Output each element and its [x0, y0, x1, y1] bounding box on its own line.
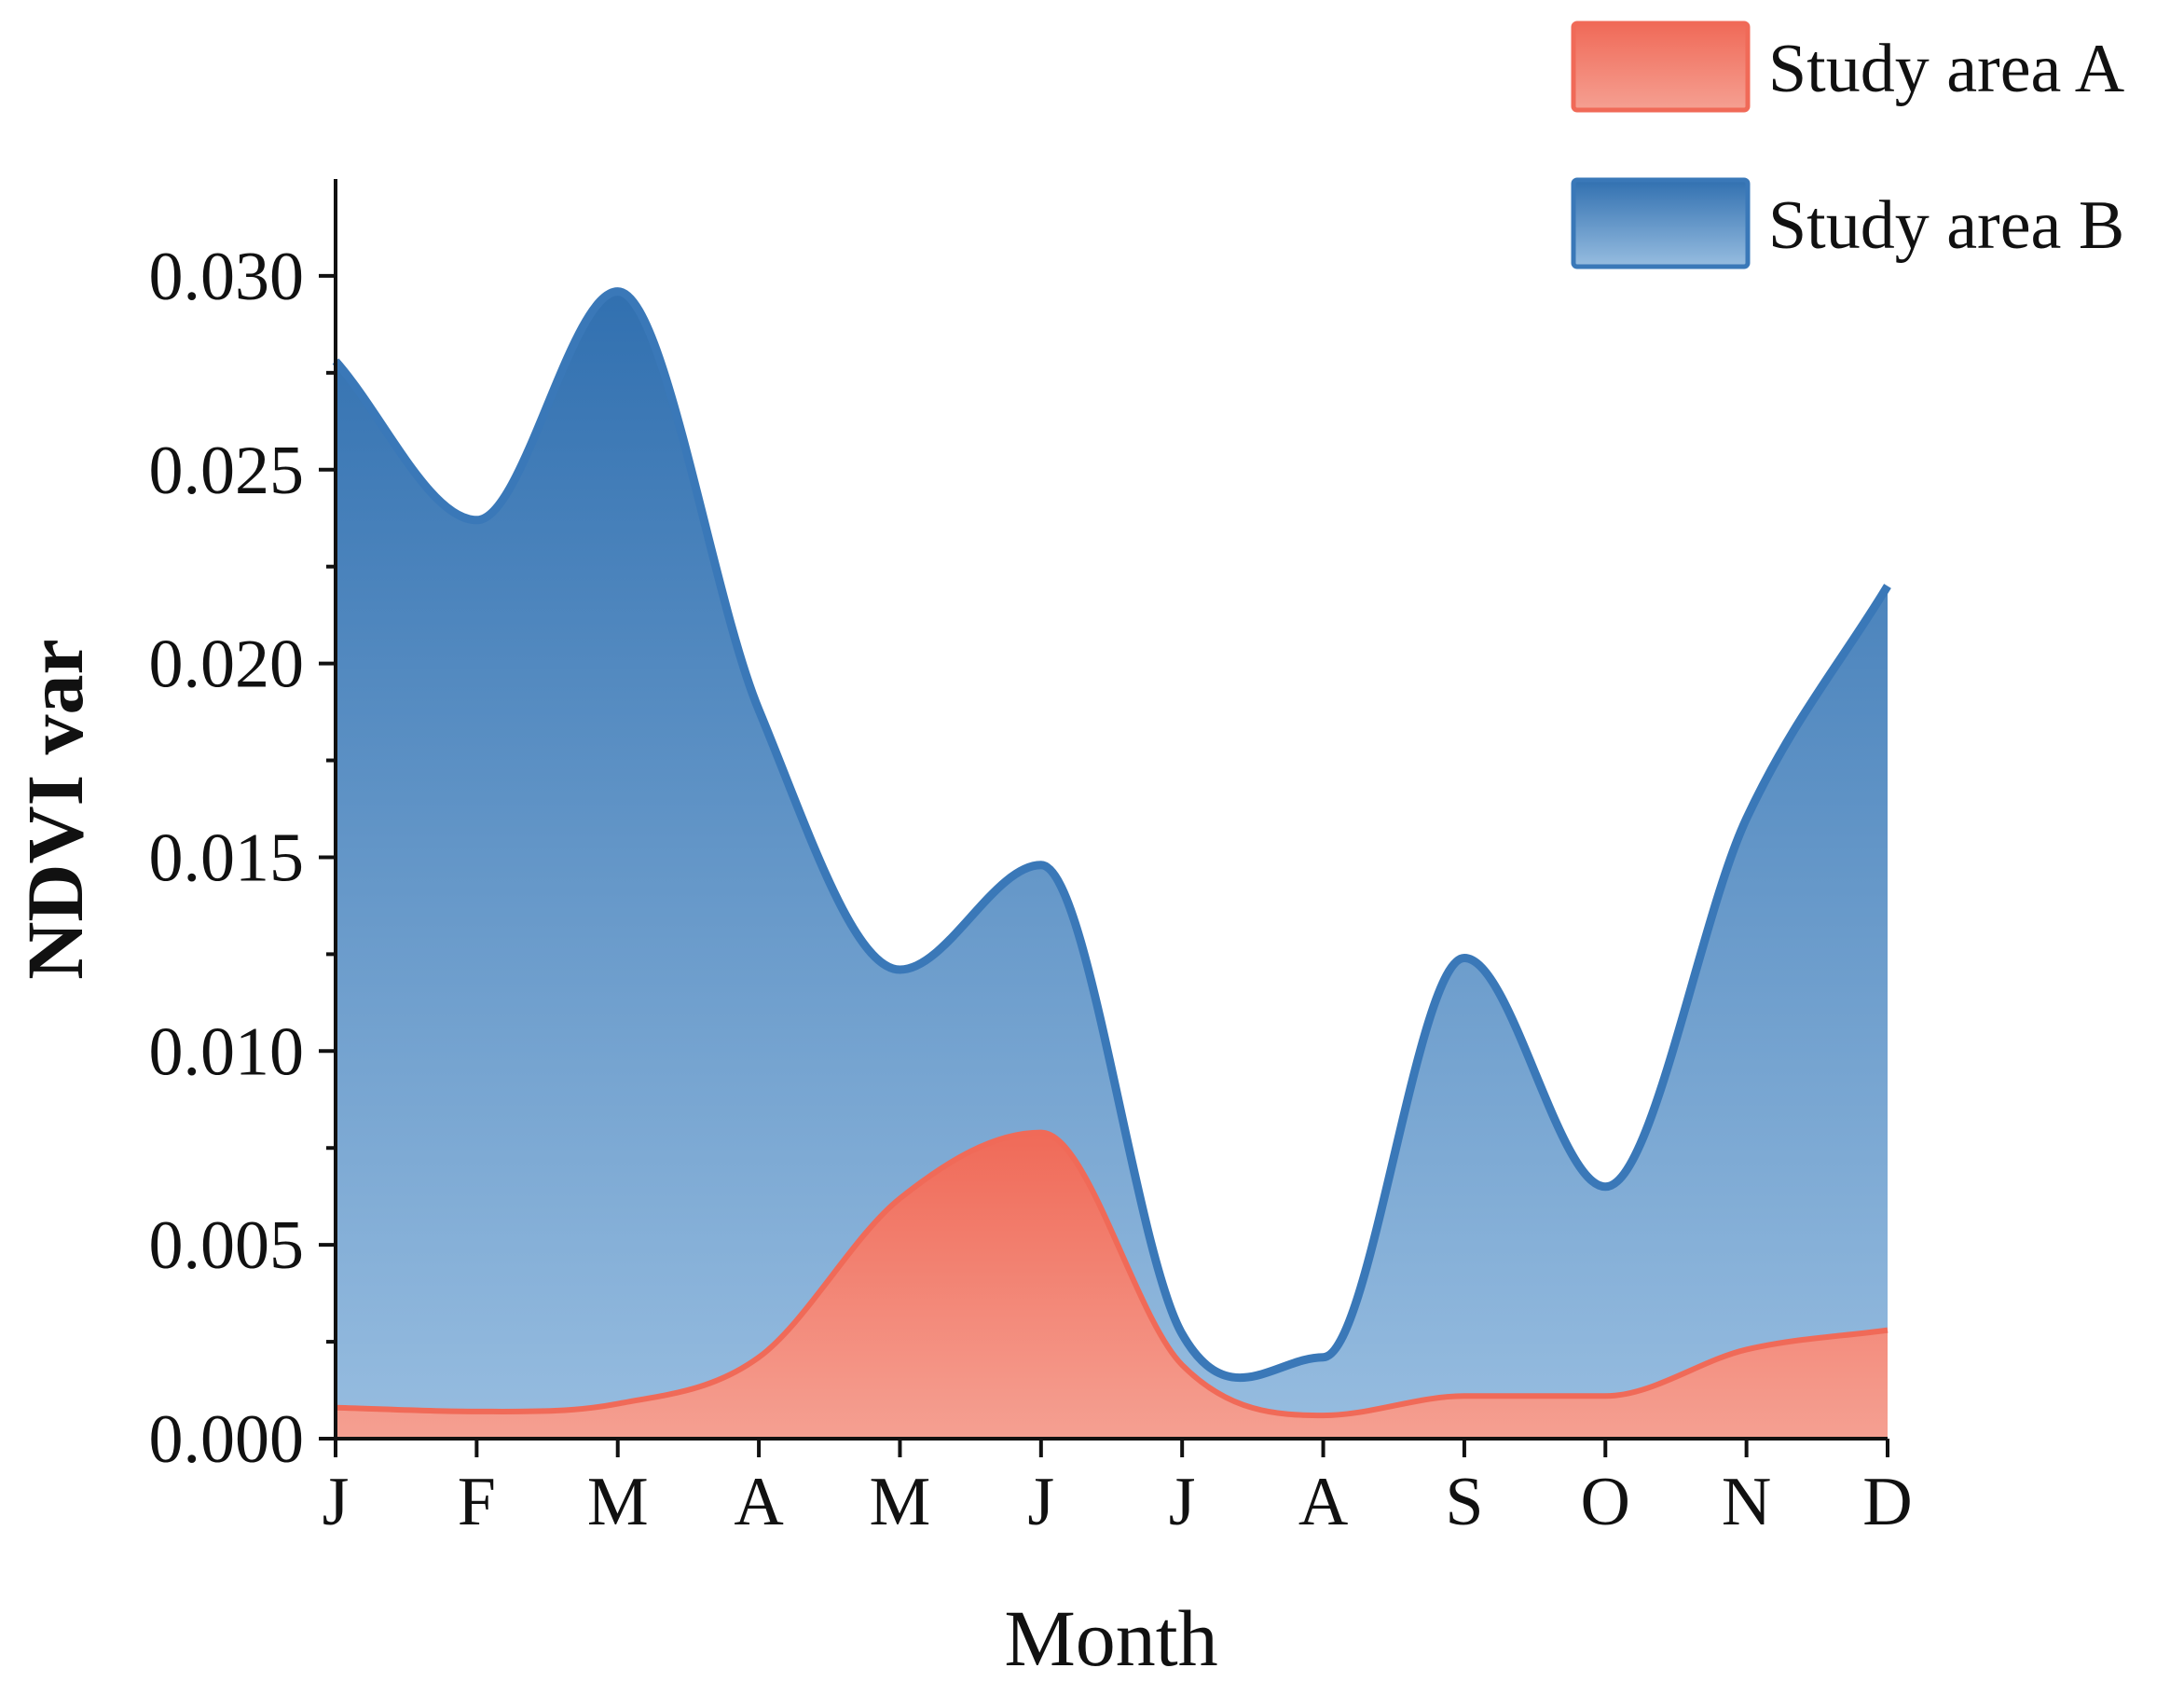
plot-area [332, 287, 1891, 1440]
x-tick-label: A [734, 1464, 783, 1540]
x-tick-label: F [458, 1464, 496, 1540]
x-axis-title: Month [1004, 1593, 1217, 1682]
legend-label-study-area-b: Study area B [1768, 187, 2124, 264]
y-tick-label: 0.010 [149, 1013, 305, 1090]
legend-label-study-area-a: Study area A [1768, 31, 2124, 107]
y-axis-title: NDVI var [10, 639, 100, 979]
x-tick-label: N [1722, 1464, 1771, 1540]
legend: Study area A Study area B [1571, 21, 2124, 269]
y-tick-label: 0.005 [149, 1207, 305, 1284]
x-tick-label: A [1298, 1464, 1348, 1540]
axes: 0.000 0.005 0.010 0.015 0.020 0.025 0.030 J F M A… [149, 179, 1913, 1540]
x-tick-label: J [1027, 1464, 1054, 1540]
legend-swatch-study-area-a [1571, 21, 1751, 113]
x-tick-label: J [323, 1464, 350, 1540]
x-tick-label: D [1862, 1464, 1912, 1540]
y-tick-label: 0.030 [149, 239, 305, 315]
x-tick-label: S [1445, 1464, 1483, 1540]
y-tick-label: 0.000 [149, 1401, 305, 1478]
series-line-study-area-b [332, 287, 1891, 1382]
x-tick-label: M [870, 1464, 931, 1540]
series-area-study-area-b [336, 291, 1888, 1440]
series-area-study-area-a [336, 1132, 1888, 1439]
y-tick-label: 0.025 [149, 433, 305, 509]
x-tick-label: J [1169, 1464, 1196, 1540]
y-tick-label: 0.015 [149, 820, 305, 896]
x-tick-label: O [1581, 1464, 1630, 1540]
y-ticks: 0.000 0.005 0.010 0.015 0.020 0.025 0.030 [149, 239, 336, 1478]
x-tick-label: M [587, 1464, 649, 1540]
y-tick-label: 0.020 [149, 627, 305, 703]
legend-swatch-study-area-b [1571, 177, 1751, 269]
series-line-study-area-a [335, 1129, 1889, 1419]
